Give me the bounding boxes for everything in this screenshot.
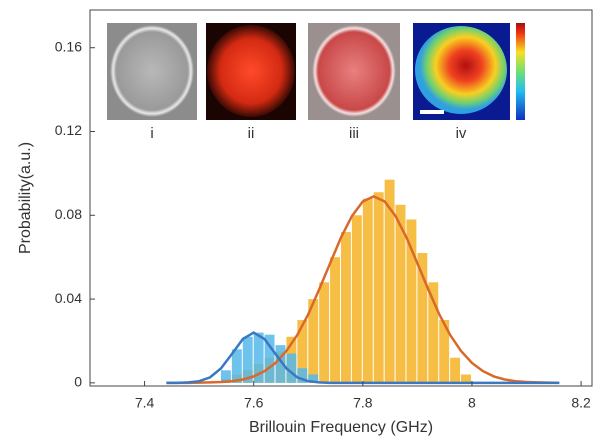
inset-cell	[415, 26, 507, 114]
y-tick-label: 0.04	[55, 290, 82, 306]
histogram-bar	[231, 349, 242, 383]
histogram-bar	[308, 299, 319, 383]
histogram-bar	[406, 219, 417, 383]
y-tick-label: 0.16	[55, 38, 82, 54]
histogram-bar	[428, 282, 439, 383]
histogram-bar	[439, 320, 450, 383]
inset-cell	[312, 25, 396, 117]
histogram-bar	[297, 320, 308, 383]
histogram-bar	[450, 357, 461, 383]
histogram-bar	[319, 282, 330, 383]
x-axis-label: Brillouin Frequency (GHz)	[249, 419, 433, 436]
histogram-bar	[330, 257, 340, 383]
histogram-bar	[297, 368, 308, 383]
y-tick-label: 0.08	[55, 206, 82, 222]
inset-cell	[110, 25, 194, 117]
histogram-bar	[373, 192, 384, 383]
x-tick-label: 7.6	[244, 395, 264, 411]
histogram-bar	[417, 252, 428, 383]
y-axis-label: Probability(a.u.)	[17, 142, 34, 254]
histogram-bar	[286, 353, 297, 383]
inset-label: i	[150, 125, 153, 142]
histogram-bar	[308, 374, 319, 383]
inset-label: iv	[456, 125, 467, 142]
histogram-bar	[275, 345, 286, 383]
x-tick-label: 8.2	[571, 395, 591, 411]
histogram-bar	[351, 215, 362, 383]
histogram-bar	[220, 370, 231, 383]
scale-bar	[420, 110, 444, 114]
histogram-bar	[384, 179, 395, 383]
histogram-bar	[341, 232, 351, 383]
x-tick-label: 7.8	[353, 395, 373, 411]
y-tick-label: 0	[74, 374, 82, 390]
histogram-bar	[264, 334, 275, 383]
inset-cell	[207, 25, 295, 117]
fit-curve	[166, 195, 560, 385]
insets	[107, 23, 525, 120]
x-tick-label: 7.4	[135, 395, 155, 411]
histogram-bar	[253, 332, 264, 383]
histogram-bar	[242, 336, 253, 383]
inset-label: iii	[349, 125, 359, 142]
x-tick-label: 8	[468, 395, 476, 411]
plot-frame	[89, 9, 593, 387]
histogram-bar	[362, 198, 373, 383]
inset-label: ii	[248, 125, 255, 142]
y-tick-label: 0.12	[55, 122, 82, 138]
colorbar	[516, 23, 525, 120]
histogram-bar	[461, 374, 471, 383]
histogram-bar	[395, 204, 406, 383]
